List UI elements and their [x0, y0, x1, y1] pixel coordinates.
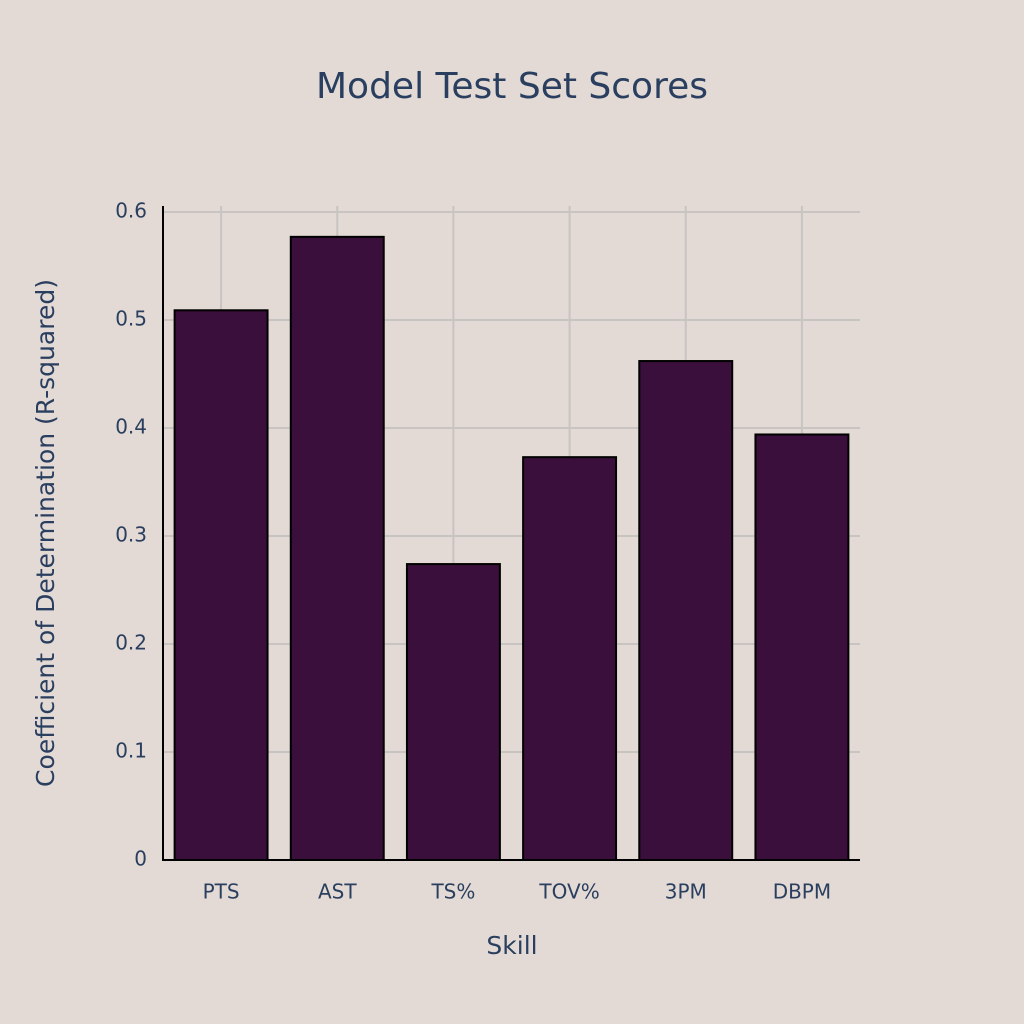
x-tick-label: PTS: [203, 880, 240, 904]
bar: [754, 433, 850, 861]
chart-title: Model Test Set Scores: [316, 66, 708, 107]
bar: [289, 235, 385, 861]
y-tick-label: 0.5: [115, 307, 147, 331]
bar: [405, 563, 501, 862]
x-tick-label: DBPM: [773, 880, 831, 904]
x-tick-label: TS%: [430, 880, 475, 904]
bar: [522, 456, 618, 861]
y-tick-label: 0.2: [115, 631, 147, 655]
x-tick-label: TOV%: [538, 880, 599, 904]
y-tick-label: 0.3: [115, 523, 147, 547]
x-axis-label: Skill: [486, 931, 537, 960]
bar: [638, 360, 734, 861]
x-tick-label: AST: [318, 880, 357, 904]
y-tick-label: 0.1: [115, 739, 147, 763]
y-tick-label: 0: [134, 847, 147, 871]
y-tick-label: 0.6: [115, 199, 147, 223]
bar: [173, 309, 269, 861]
y-axis-label: Coefficient of Determination (R-squared): [31, 279, 60, 787]
x-tick-label: 3PM: [665, 880, 707, 904]
y-tick-label: 0.4: [115, 415, 147, 439]
